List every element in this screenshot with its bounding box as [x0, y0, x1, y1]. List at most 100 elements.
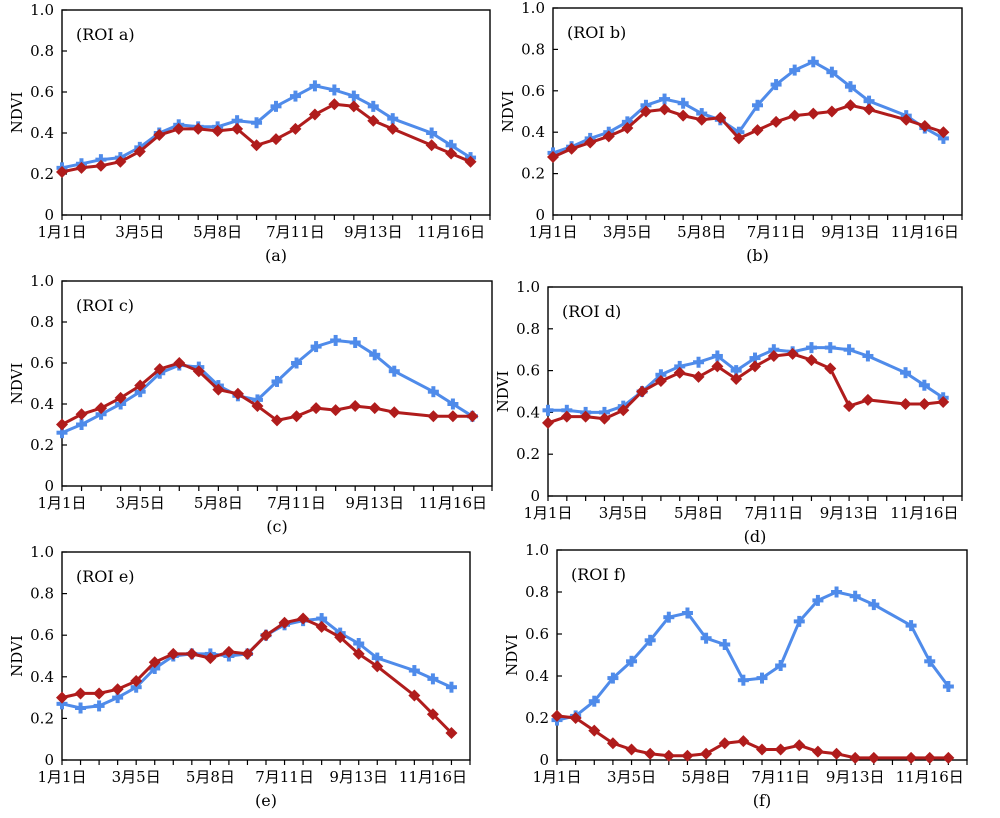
panel-caption: (a) — [265, 246, 287, 265]
data-point — [730, 365, 742, 377]
data-point — [737, 735, 750, 748]
data-point — [824, 342, 836, 354]
y-tick-label: 0.2 — [521, 165, 545, 183]
data-point — [569, 712, 582, 724]
x-tick-label: 3月5日 — [115, 223, 164, 241]
data-point — [111, 683, 124, 696]
data-point — [737, 674, 749, 686]
y-axis-label: NDVI — [8, 635, 26, 677]
data-point — [551, 709, 563, 722]
data-point — [681, 749, 694, 762]
data-point — [222, 645, 235, 658]
data-point — [371, 652, 383, 664]
data-point — [807, 56, 819, 68]
data-point — [270, 133, 282, 146]
data-point — [711, 360, 724, 373]
data-point — [793, 615, 805, 627]
data-point — [905, 751, 918, 764]
x-tick-label: 3月5日 — [599, 504, 648, 522]
data-point — [663, 611, 675, 623]
panel-caption: (d) — [744, 527, 767, 546]
data-point — [133, 145, 146, 158]
y-tick-label: 0.4 — [521, 123, 545, 141]
panel-caption: (e) — [255, 791, 277, 810]
data-point — [899, 398, 912, 411]
data-point — [297, 612, 310, 625]
data-point — [900, 113, 913, 126]
data-point — [353, 638, 365, 650]
data-point — [863, 103, 876, 116]
y-tick-label: 0.4 — [30, 668, 54, 686]
series-2 — [547, 99, 950, 164]
data-point — [241, 647, 254, 660]
series-1 — [542, 342, 949, 418]
data-point — [937, 395, 950, 408]
data-point — [212, 383, 225, 396]
data-point — [408, 665, 420, 677]
data-point — [112, 692, 124, 704]
series-2 — [56, 357, 479, 431]
x-tick-label: 3月5日 — [116, 494, 165, 512]
y-tick-label: 0 — [44, 477, 54, 495]
x-tick-label: 11月16日 — [890, 504, 958, 522]
data-point — [148, 656, 161, 669]
data-point — [918, 379, 930, 391]
data-point — [192, 365, 205, 378]
series-2 — [551, 709, 955, 764]
data-point — [445, 139, 457, 151]
data-point — [330, 334, 342, 346]
x-tick-label: 1月1日 — [528, 223, 577, 241]
data-point — [598, 412, 611, 425]
data-point — [231, 387, 244, 400]
data-point — [711, 350, 723, 362]
data-point — [427, 673, 439, 685]
data-point — [408, 689, 421, 702]
data-point — [250, 139, 263, 152]
panel-label: (ROI b) — [567, 23, 626, 42]
data-point — [56, 698, 68, 710]
x-tick-label: 5月8日 — [682, 768, 731, 786]
x-tick-label: 3月5日 — [112, 768, 161, 786]
data-point — [693, 356, 705, 368]
chart-panel-d: 0 0.2 0.4 0.6 0.8 1.0 1月1日 3月5日 5月8日 7月11日 9月13日 11… — [494, 278, 963, 546]
data-point — [606, 737, 619, 750]
data-point — [659, 93, 671, 105]
data-point — [560, 410, 573, 423]
data-point — [310, 341, 322, 353]
data-point — [114, 155, 127, 168]
data-point — [625, 743, 638, 756]
data-point — [329, 404, 342, 417]
data-point — [310, 402, 323, 415]
y-tick-label: 0.2 — [30, 436, 54, 454]
y-tick-label: 0.4 — [525, 667, 549, 685]
data-point — [942, 751, 955, 764]
data-point — [231, 122, 244, 135]
data-point — [788, 109, 801, 122]
data-point — [607, 672, 619, 684]
y-tick-label: 0.4 — [516, 403, 540, 421]
data-point — [849, 751, 862, 764]
data-point — [730, 372, 743, 385]
x-tick-label: 1月1日 — [523, 504, 572, 522]
data-point — [130, 674, 143, 687]
data-point — [844, 99, 857, 112]
data-point — [270, 100, 282, 112]
series-1 — [56, 334, 478, 439]
data-point — [700, 632, 712, 644]
data-point — [291, 357, 303, 369]
series-line — [556, 590, 950, 722]
data-point — [316, 613, 328, 625]
data-point — [56, 427, 68, 439]
data-point — [349, 337, 361, 348]
x-tick-label: 7月11日 — [747, 223, 806, 241]
y-axis-label: NDVI — [499, 91, 517, 133]
data-point — [172, 122, 185, 135]
y-tick-label: 1.0 — [30, 1, 54, 19]
data-point — [768, 344, 780, 356]
y-axis-label: NDVI — [8, 363, 26, 405]
x-tick-label: 7月11日 — [255, 768, 314, 786]
y-tick-label: 0.8 — [30, 42, 54, 60]
y-tick-label: 1.0 — [516, 278, 540, 296]
panel-label: (ROI f) — [571, 565, 626, 584]
data-point — [56, 691, 68, 704]
